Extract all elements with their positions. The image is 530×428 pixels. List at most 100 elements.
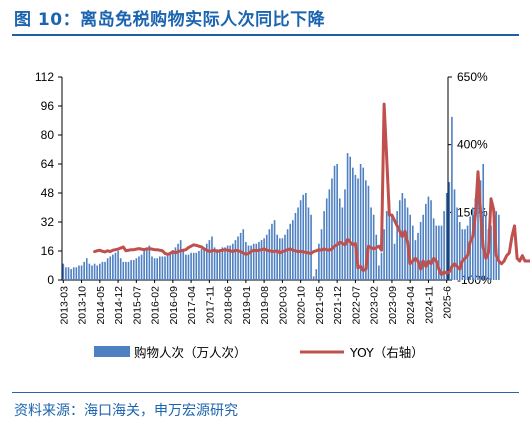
x-tick-label: 2020-03 — [277, 286, 289, 325]
bar — [278, 238, 281, 280]
bar — [177, 243, 179, 280]
bar — [383, 229, 385, 280]
bar — [148, 245, 151, 280]
bar — [286, 229, 289, 280]
bar — [438, 225, 440, 281]
bar — [396, 211, 398, 281]
bar — [185, 254, 187, 281]
yoy-line — [93, 102, 530, 277]
bar — [299, 200, 302, 280]
bar — [138, 256, 140, 280]
x-tick-label: 2024-04 — [405, 286, 417, 325]
bar — [125, 261, 127, 281]
bar — [260, 240, 263, 281]
bar — [464, 229, 466, 280]
x-tick-label: 2020-10 — [296, 286, 308, 325]
bar — [101, 261, 104, 281]
bar — [263, 238, 265, 280]
bar — [122, 261, 125, 281]
left-tick-label: 80 — [41, 128, 55, 142]
x-tick-label: 2016-02 — [150, 286, 162, 325]
x-tick-label: 2013-03 — [58, 286, 70, 325]
bar — [203, 247, 205, 281]
bar — [234, 240, 237, 281]
bar — [250, 245, 252, 280]
bar — [114, 252, 117, 280]
bar — [85, 258, 88, 280]
bar — [380, 252, 383, 280]
bar — [224, 247, 226, 281]
bar — [211, 236, 213, 280]
bar — [205, 243, 208, 280]
bar — [159, 256, 161, 280]
bar — [242, 229, 245, 280]
bar — [318, 243, 320, 280]
bar — [305, 193, 307, 280]
bar — [331, 178, 333, 280]
bar — [435, 225, 438, 281]
bar — [490, 225, 492, 281]
bar — [143, 251, 145, 280]
bar — [385, 211, 388, 281]
bar — [255, 243, 258, 280]
bar — [78, 265, 80, 280]
bar — [127, 261, 130, 281]
bar — [80, 265, 83, 280]
bar — [200, 249, 203, 280]
bar — [151, 256, 153, 280]
bar — [161, 256, 164, 280]
bar — [411, 225, 414, 281]
right-tick-label: 650% — [457, 70, 488, 84]
source-note: 资料来源：海口海关，申万宏源研究 — [14, 403, 238, 419]
bar — [375, 234, 378, 280]
x-tick-label: 2021-12 — [332, 286, 344, 325]
bar — [172, 251, 174, 280]
bar — [388, 200, 391, 280]
bar — [218, 249, 221, 280]
bar — [166, 254, 169, 281]
x-tick-label: 2022-07 — [350, 286, 362, 325]
bar — [62, 263, 65, 280]
bar — [112, 254, 114, 281]
bar — [338, 198, 341, 280]
legend-bar-label: 购物人次（万人次） — [134, 345, 247, 360]
bar — [169, 252, 172, 280]
bar — [187, 254, 190, 281]
left-tick-label: 16 — [41, 244, 55, 258]
x-tick-label: 2013-10 — [77, 286, 89, 325]
bar — [174, 247, 177, 281]
bar — [393, 243, 396, 280]
x-tick-label: 2019-08 — [259, 286, 271, 325]
bar — [346, 153, 349, 281]
bar — [192, 252, 195, 280]
bar — [362, 167, 365, 281]
legend-bar-swatch — [94, 346, 130, 357]
bar — [247, 245, 250, 280]
left-axis-ticks: 0 16 32 48 64 80 96 112 — [35, 70, 62, 287]
bar — [265, 234, 268, 280]
bar — [83, 261, 85, 281]
bar — [294, 212, 297, 280]
x-tick-label: 2014-05 — [95, 286, 107, 325]
bar — [216, 249, 218, 280]
bar — [471, 207, 474, 280]
bar — [333, 165, 336, 280]
bar-series — [62, 116, 500, 281]
bar — [132, 260, 135, 280]
bar — [391, 214, 393, 280]
bar — [276, 234, 278, 280]
x-tick-label: 2018-06 — [223, 286, 235, 325]
bar — [213, 247, 216, 281]
bar — [106, 258, 109, 280]
bar — [404, 198, 406, 280]
bar — [245, 241, 247, 280]
bar — [474, 198, 477, 280]
legend: 购物人次（万人次） YOY（右轴） — [94, 345, 424, 360]
bar — [179, 240, 182, 281]
x-tick-label: 2019-01 — [241, 286, 253, 325]
bar — [477, 189, 479, 281]
bar — [498, 214, 500, 280]
bar — [135, 258, 138, 280]
bar — [448, 182, 451, 281]
bar — [325, 198, 328, 280]
